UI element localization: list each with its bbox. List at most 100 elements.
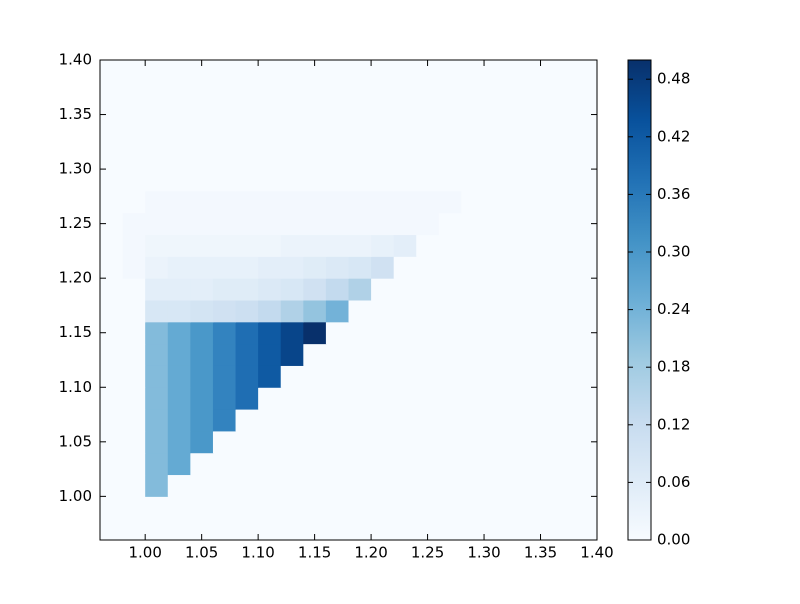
heat-cell [551,234,575,257]
heat-cell [393,409,417,432]
heat-cell [235,365,259,388]
heat-cell [461,169,485,192]
heat-cell [145,234,169,257]
heat-cell [484,409,508,432]
heat-cell [393,81,417,105]
y-tick-label: 1.25 [59,214,92,232]
heat-cell [348,387,372,410]
heat-cell [258,212,282,236]
heat-cell [574,256,597,279]
heat-cell [574,278,597,301]
heat-cell [100,169,124,192]
heat-cell [122,81,146,105]
heat-cell [529,321,553,345]
heat-cell [438,365,462,388]
heat-cell [551,147,575,170]
heat-cell [348,147,372,170]
heat-cell [122,212,146,236]
heat-cell [574,409,597,432]
heat-cell [371,278,395,301]
heat-cell [212,256,237,279]
heat-cell [190,60,214,83]
heat-cell [551,256,575,279]
heat-cell [461,430,485,454]
heat-cell [529,452,553,476]
heat-cell [574,169,597,192]
heat-cell [461,125,485,148]
heat-cell [303,474,327,497]
heat-cell [303,190,327,214]
heat-cell [551,452,575,476]
heat-cell [190,430,214,454]
heat-cell [235,169,259,192]
heat-cell [167,256,191,279]
colorbar-tick-label: 0.18 [657,358,690,376]
heat-cell [167,365,191,388]
heat-cell [190,496,214,519]
heat-cell [303,278,327,301]
heat-cell [416,147,440,170]
heat-cell [393,234,417,257]
heat-cell [258,256,282,279]
colorbar-tick-label: 0.06 [657,473,690,491]
heat-cell [145,321,169,345]
heat-cell [416,300,440,323]
heat-cell [280,256,304,279]
colorbar-tick-label: 0.36 [657,185,690,203]
heat-cell [529,343,553,366]
heat-cell [438,321,462,345]
x-tick-label: 1.15 [298,544,331,562]
heat-cell [212,474,237,497]
heat-cell [348,409,372,432]
heat-cell [551,474,575,497]
heat-cell [145,343,169,366]
heat-cell [212,234,237,257]
heat-cell [258,365,282,388]
heat-cell [258,125,282,148]
heat-cell [122,321,146,345]
heat-cell [461,496,485,519]
heat-cell [438,125,462,148]
heat-cell [461,60,485,83]
heat-cell [393,212,417,236]
heat-cell [529,212,553,236]
heat-cell [551,278,575,301]
heat-cell [393,343,417,366]
heat-cell [190,234,214,257]
heat-cell [438,212,462,236]
heat-cell [145,147,169,170]
heat-cell [529,234,553,257]
heat-cell [551,365,575,388]
heat-cell [280,60,304,83]
heat-cell [303,409,327,432]
heat-cell [325,278,349,301]
heat-cell [258,343,282,366]
heat-cell [100,103,124,126]
heat-cell [325,212,349,236]
heat-cell [100,300,124,323]
heat-cell [100,518,124,540]
heat-cell [416,321,440,345]
heat-cell [484,343,508,366]
heat-cell [438,452,462,476]
heat-cell [416,81,440,105]
heat-cell [348,430,372,454]
heat-cell [438,300,462,323]
heat-cell [416,60,440,83]
heat-cell [348,321,372,345]
heat-cell [551,300,575,323]
heat-cell [325,125,349,148]
heat-cell [145,125,169,148]
heat-cell [371,300,395,323]
heat-cell [167,60,191,83]
heat-cell [122,430,146,454]
heat-cell [212,518,237,540]
heat-cell [393,125,417,148]
heat-cell [371,103,395,126]
heat-cell [303,496,327,519]
heat-cell [167,430,191,454]
heat-cell [280,496,304,519]
heat-cell [393,518,417,540]
heat-cell [484,60,508,83]
